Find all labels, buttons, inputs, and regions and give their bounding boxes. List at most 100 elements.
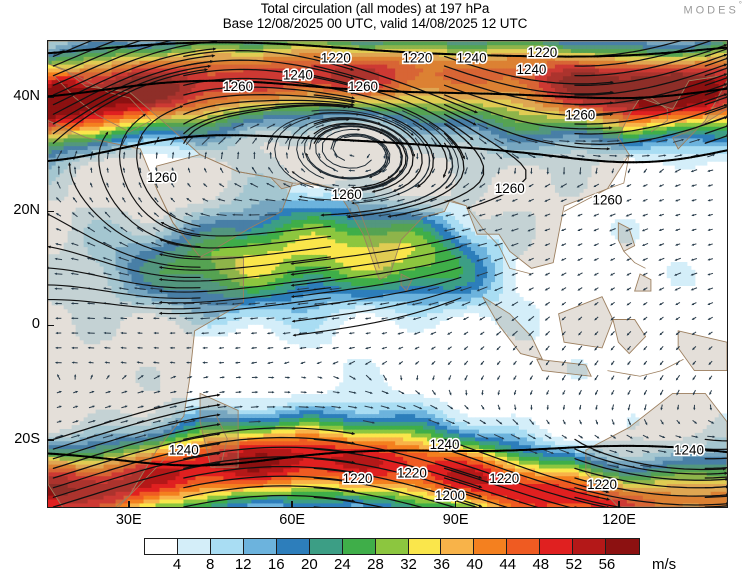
wind-arrow	[513, 360, 517, 366]
country-outline	[482, 296, 544, 360]
streamline	[291, 171, 394, 190]
wind-arrow	[464, 152, 469, 161]
wind-arrow	[220, 151, 224, 160]
wind-arrow	[658, 168, 665, 174]
wind-arrow	[104, 361, 110, 364]
wind-arrow	[690, 287, 698, 291]
country-outline	[48, 120, 244, 507]
wind-arrow	[707, 331, 713, 335]
wind-arrow	[444, 301, 455, 306]
wind-arrow	[577, 257, 583, 261]
wind-arrow	[432, 375, 435, 381]
wind-arrow	[415, 168, 420, 174]
wind-arrow	[512, 183, 518, 188]
wind-arrow	[530, 390, 533, 396]
wind-arrow	[691, 302, 697, 306]
wind-arrow	[611, 375, 615, 381]
wind-arrow	[691, 184, 697, 187]
streamline	[574, 458, 727, 481]
wind-arrow	[658, 287, 665, 291]
wind-arrow	[576, 154, 586, 158]
streamline	[183, 456, 356, 469]
streamline	[313, 75, 474, 141]
logo-mark: °	[738, 0, 742, 9]
wind-arrow	[494, 301, 503, 306]
wind-arrow	[643, 360, 648, 366]
wind-arrow	[610, 287, 615, 291]
wind-arrow	[493, 433, 505, 440]
wind-arrow	[315, 346, 323, 350]
wind-arrow	[528, 183, 534, 188]
wind-arrow	[123, 151, 126, 159]
wind-arrow	[545, 330, 550, 336]
wind-arrow	[673, 450, 684, 453]
streamline	[313, 55, 479, 114]
wind-arrow	[380, 405, 390, 409]
wind-arrow	[318, 152, 321, 159]
wind-arrow	[152, 227, 160, 232]
wind-arrow	[362, 199, 373, 202]
wind-arrow	[461, 301, 471, 306]
wind-arrow	[396, 317, 405, 320]
wind-arrow	[527, 213, 535, 217]
wind-arrow	[611, 404, 615, 411]
wind-arrow	[529, 360, 534, 366]
wind-arrow	[626, 287, 632, 291]
streamline	[52, 41, 218, 96]
wind-arrow	[429, 316, 438, 321]
wind-arrow	[430, 404, 439, 410]
wind-arrow	[657, 450, 667, 453]
wind-arrow	[102, 242, 112, 247]
wind-arrow	[171, 182, 175, 188]
wind-arrow	[348, 346, 355, 350]
wind-arrow	[497, 375, 501, 381]
wind-arrow	[643, 331, 648, 336]
wind-arrow	[610, 331, 615, 336]
wind-arrow	[349, 154, 355, 157]
wind-arrow	[348, 332, 355, 335]
wind-arrow	[314, 332, 324, 335]
wind-arrow	[594, 434, 600, 439]
wind-arrow	[90, 182, 93, 188]
y-axis-tick-mark	[47, 96, 54, 99]
streamline	[330, 133, 391, 178]
contour-label: 1220	[402, 51, 432, 66]
wind-arrow	[493, 272, 503, 277]
wind-arrow	[282, 123, 292, 129]
streamline	[290, 266, 462, 299]
wind-arrow	[155, 166, 158, 174]
wind-arrow	[88, 211, 95, 218]
wind-arrow	[90, 374, 93, 380]
streamline	[160, 221, 332, 237]
streamline	[704, 134, 727, 144]
wind-arrow	[55, 150, 63, 161]
wind-arrow	[284, 137, 290, 144]
colorbar-cell	[408, 539, 442, 554]
contour-label: 1220	[321, 51, 351, 66]
streamline	[290, 246, 462, 276]
wind-arrow	[332, 361, 339, 365]
x-axis-tick-mark	[127, 501, 130, 508]
wind-arrow	[641, 228, 649, 232]
wind-arrow	[70, 272, 79, 275]
streamline	[52, 64, 212, 135]
streamline	[704, 457, 727, 460]
wind-arrow	[593, 257, 599, 261]
streamline	[321, 128, 372, 169]
wind-arrow	[578, 374, 583, 381]
wind-arrow	[511, 213, 519, 217]
wind-arrow	[675, 228, 681, 231]
wind-arrow	[445, 419, 456, 425]
wind-arrow	[333, 375, 340, 379]
contour-label: 1260	[147, 170, 177, 185]
wind-arrow	[511, 330, 518, 337]
wind-arrow	[594, 331, 599, 336]
wind-arrow	[203, 390, 209, 394]
streamline	[183, 102, 354, 125]
wind-arrow	[544, 183, 551, 188]
wind-arrow	[184, 212, 193, 217]
coastline	[623, 251, 646, 269]
wind-arrow	[431, 168, 436, 174]
wind-arrow	[627, 375, 631, 381]
wind-arrow	[577, 316, 583, 321]
